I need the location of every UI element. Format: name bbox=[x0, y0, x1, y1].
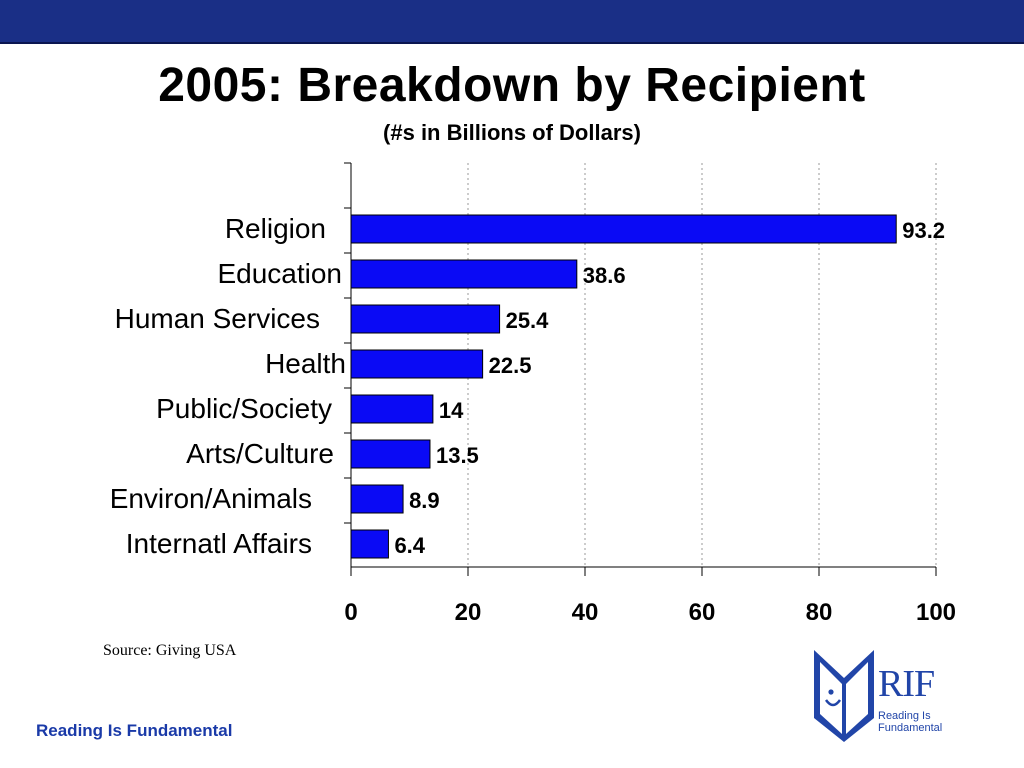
bar-chart: 0 20 40 60 80 100 93.2 Religion 38.6 Education 25.… bbox=[110, 162, 956, 626]
logo-wordmark: RIF bbox=[878, 663, 935, 705]
category-label: Education bbox=[217, 258, 342, 289]
logo-tagline: Reading Is Fundamental bbox=[878, 710, 943, 734]
footer-org-name: Reading Is Fundamental bbox=[36, 721, 233, 740]
bar bbox=[350, 214, 897, 244]
x-tick-label: 20 bbox=[455, 599, 482, 626]
chart-labels: 0 20 40 60 80 100 93.2 Religion 38.6 Education 25.… bbox=[110, 213, 956, 626]
x-tick-label: 60 bbox=[689, 599, 716, 626]
x-tick-label: 100 bbox=[916, 599, 956, 626]
x-tick-label: 40 bbox=[572, 599, 599, 626]
bar bbox=[350, 259, 578, 289]
category-label: Health bbox=[265, 348, 346, 379]
bar bbox=[350, 349, 484, 379]
top-band bbox=[0, 0, 1024, 44]
category-label: Religion bbox=[225, 213, 326, 244]
bar-value-label: 38.6 bbox=[583, 263, 626, 288]
category-label: Internatl Affairs bbox=[126, 528, 312, 559]
category-label: Public/Society bbox=[156, 393, 332, 424]
category-label: Human Services bbox=[115, 303, 320, 334]
page-title: 2005: Breakdown by Recipient bbox=[158, 59, 866, 112]
category-label: Arts/Culture bbox=[186, 438, 334, 469]
bar-value-label: 13.5 bbox=[436, 443, 479, 468]
bar-value-label: 25.4 bbox=[506, 308, 550, 333]
page-subtitle: (#s in Billions of Dollars) bbox=[383, 120, 641, 145]
bar-value-label: 6.4 bbox=[394, 533, 425, 558]
bar-value-label: 8.9 bbox=[409, 488, 440, 513]
chart-bars bbox=[350, 214, 897, 559]
bar-value-label: 93.2 bbox=[902, 218, 945, 243]
bar bbox=[350, 439, 431, 469]
bar bbox=[350, 529, 389, 559]
source-note: Source: Giving USA bbox=[103, 642, 237, 659]
bar bbox=[350, 484, 404, 514]
x-tick-label: 0 bbox=[344, 599, 357, 626]
x-tick-label: 80 bbox=[806, 599, 833, 626]
rif-book-logo-icon bbox=[814, 650, 874, 742]
bar-value-label: 14 bbox=[439, 398, 464, 423]
bar bbox=[350, 394, 434, 424]
category-label: Environ/Animals bbox=[110, 483, 312, 514]
bar-value-label: 22.5 bbox=[489, 353, 532, 378]
bar bbox=[350, 304, 501, 334]
